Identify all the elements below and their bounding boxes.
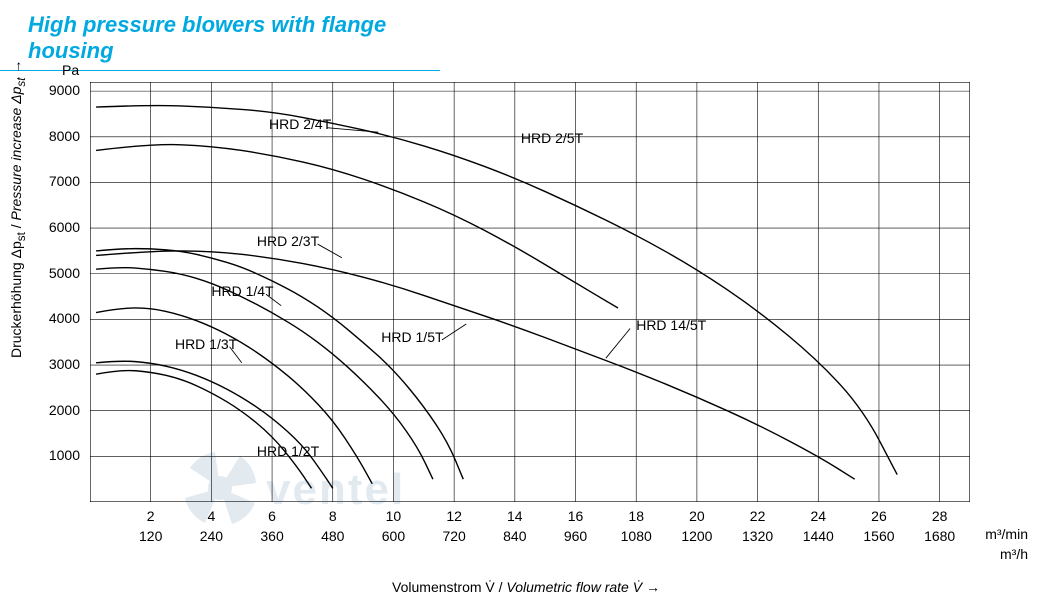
ytick: 8000 xyxy=(40,128,80,144)
xtick-min: 22 xyxy=(738,508,778,524)
curve-label: HRD 2/5T xyxy=(521,130,583,146)
xtick-min: 20 xyxy=(677,508,717,524)
xtick-min: 10 xyxy=(373,508,413,524)
xtick-min: 6 xyxy=(252,508,292,524)
curve-HRD-1-2T xyxy=(96,371,311,489)
y-axis-label: Druckerhöhung Δpst / Pressure increase Δ… xyxy=(8,60,28,358)
xtick-h: 960 xyxy=(552,528,600,544)
xtick-h: 480 xyxy=(309,528,357,544)
ytick: 4000 xyxy=(40,310,80,326)
xtick-min: 8 xyxy=(313,508,353,524)
curve-label: HRD 14/5T xyxy=(636,317,706,333)
curve-HRD-1-3T xyxy=(96,361,333,488)
curve-HRD-1-4T xyxy=(96,308,372,484)
xtick-min: 4 xyxy=(191,508,231,524)
xtick-h: 840 xyxy=(491,528,539,544)
xtick-min: 26 xyxy=(859,508,899,524)
xtick-h: 120 xyxy=(127,528,175,544)
curve-label: HRD 1/4T xyxy=(211,283,273,299)
curve-label: HRD 1/5T xyxy=(381,329,443,345)
xtick-min: 28 xyxy=(920,508,960,524)
curve-label: HRD 2/4T xyxy=(269,116,331,132)
xtick-h: 1680 xyxy=(916,528,964,544)
chart-container: Pa Druckerhöhung Δpst / Pressure increas… xyxy=(0,58,1052,600)
ytick: 5000 xyxy=(40,265,80,281)
xtick-min: 16 xyxy=(556,508,596,524)
xtick-h: 1560 xyxy=(855,528,903,544)
xtick-min: 14 xyxy=(495,508,535,524)
xtick-min: 24 xyxy=(798,508,838,524)
x-axis-label: Volumenstrom V̇ / Volumetric flow rate V… xyxy=(0,579,1052,595)
xtick-h: 1320 xyxy=(734,528,782,544)
ytick: 1000 xyxy=(40,447,80,463)
ytick: 6000 xyxy=(40,219,80,235)
xtick-h: 720 xyxy=(430,528,478,544)
xtick-h: 1080 xyxy=(612,528,660,544)
curve-label: HRD 1/2T xyxy=(257,443,319,459)
xtick-h: 600 xyxy=(369,528,417,544)
ytick: 7000 xyxy=(40,173,80,189)
ytick: 2000 xyxy=(40,402,80,418)
curve-label: HRD 2/3T xyxy=(257,233,319,249)
y-unit-label: Pa xyxy=(62,62,79,78)
xtick-h: 360 xyxy=(248,528,296,544)
xtick-h: 1440 xyxy=(794,528,842,544)
xtick-min: 12 xyxy=(434,508,474,524)
xtick-min: 2 xyxy=(131,508,171,524)
x-unit-h: m³/h xyxy=(1000,546,1028,562)
xtick-h: 1200 xyxy=(673,528,721,544)
ytick: 3000 xyxy=(40,356,80,372)
xtick-min: 18 xyxy=(616,508,656,524)
curve-label: HRD 1/3T xyxy=(175,336,237,352)
curve-HRD-2-4T xyxy=(96,145,618,308)
ytick: 9000 xyxy=(40,82,80,98)
xtick-h: 240 xyxy=(187,528,235,544)
x-unit-min: m³/min xyxy=(985,526,1028,542)
